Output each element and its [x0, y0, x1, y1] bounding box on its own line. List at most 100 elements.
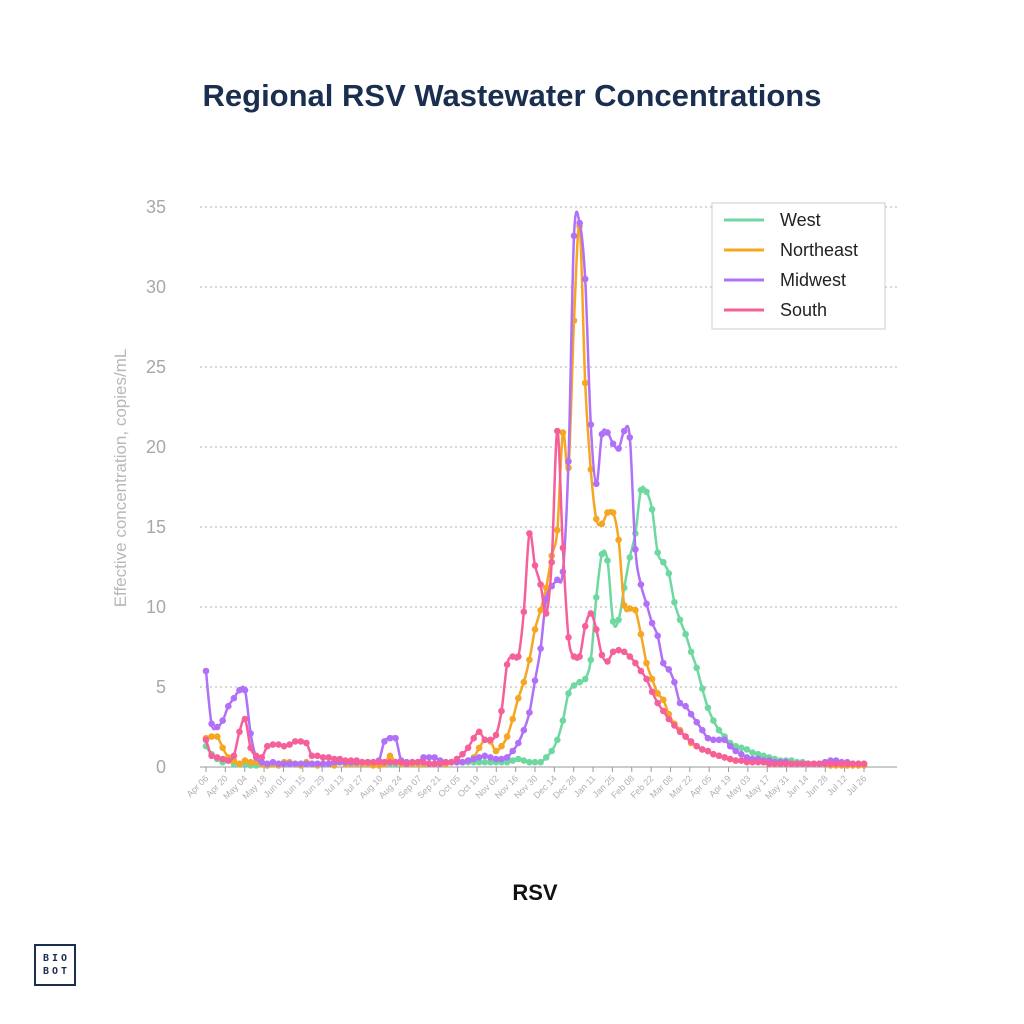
data-point-midwest [732, 747, 739, 755]
data-point-midwest [654, 632, 661, 640]
data-point-south [537, 581, 544, 588]
data-point-midwest [531, 677, 539, 684]
data-point-south [286, 741, 293, 748]
data-point-northeast [626, 605, 634, 612]
data-point-south [749, 758, 756, 766]
data-point-west [732, 742, 739, 750]
data-point-midwest [264, 760, 271, 768]
data-point-south [515, 653, 522, 660]
data-point-midwest [425, 754, 433, 761]
data-point-south [676, 728, 684, 736]
data-point-midwest [598, 430, 606, 438]
data-point-midwest [576, 219, 583, 227]
data-point-northeast [587, 466, 595, 473]
data-point-south [693, 742, 700, 750]
data-point-south [710, 750, 717, 758]
data-point-south [598, 651, 606, 659]
data-point-northeast [542, 584, 550, 592]
data-point-south [754, 758, 762, 766]
y-tick-label: 15 [146, 517, 166, 537]
data-point-midwest [620, 427, 628, 435]
legend-label-midwest: Midwest [780, 270, 846, 290]
data-point-south [331, 755, 338, 763]
logo-line-1: BIO [42, 953, 71, 964]
x-tick-label: Jun 28 [804, 773, 830, 799]
data-point-midwest [208, 720, 215, 728]
data-point-midwest [693, 718, 700, 726]
data-point-northeast [615, 536, 622, 544]
data-point-midwest [710, 736, 717, 744]
data-point-south [303, 739, 310, 747]
data-point-south [771, 760, 779, 768]
data-point-northeast [475, 744, 483, 752]
data-point-midwest [615, 445, 622, 452]
data-point-midwest [581, 275, 589, 283]
data-point-northeast [593, 515, 600, 523]
data-point-midwest [225, 702, 232, 710]
data-point-south [816, 760, 823, 768]
data-point-south [470, 734, 478, 742]
x-tick-label: Jul 13 [322, 773, 346, 797]
data-point-south [860, 760, 868, 768]
data-point-northeast [609, 509, 617, 516]
data-point-northeast [498, 742, 505, 750]
data-point-south [715, 752, 723, 760]
data-point-south [799, 760, 806, 768]
data-point-midwest [314, 760, 321, 768]
data-point-south [381, 758, 388, 766]
data-point-south [793, 760, 801, 768]
data-point-west [738, 744, 745, 752]
series-lines [202, 210, 868, 769]
data-point-south [414, 758, 422, 766]
data-point-west [609, 618, 617, 625]
data-point-west [559, 717, 567, 724]
data-point-midwest [676, 699, 684, 707]
data-point-south [648, 688, 656, 696]
data-point-south [821, 760, 829, 768]
data-point-west [509, 757, 516, 764]
data-point-west [598, 550, 606, 558]
data-point-south [347, 757, 355, 764]
data-point-northeast [208, 733, 215, 740]
data-point-south [308, 752, 316, 760]
data-point-south [202, 736, 210, 744]
legend-label-west: West [780, 210, 821, 230]
data-point-northeast [247, 758, 254, 766]
data-point-west [548, 747, 555, 755]
data-point-west [704, 704, 712, 712]
data-point-west [643, 488, 650, 496]
data-point-midwest [721, 736, 728, 744]
data-point-south [498, 707, 505, 715]
data-point-south [370, 758, 377, 766]
data-point-south [291, 738, 299, 745]
data-point-midwest [269, 758, 277, 766]
data-point-midwest [280, 760, 288, 768]
data-point-south [581, 622, 589, 630]
data-point-midwest [213, 723, 221, 731]
data-point-south [459, 750, 466, 758]
data-point-south [559, 544, 567, 552]
data-point-south [509, 653, 516, 660]
y-axis-label: Effective concentration, copies/mL [111, 349, 130, 608]
data-point-northeast [632, 606, 639, 614]
logo-line-2: BOT [42, 966, 71, 977]
data-point-south [420, 758, 427, 766]
y-tick-label: 25 [146, 357, 166, 377]
data-point-northeast [648, 675, 656, 683]
data-point-northeast [520, 678, 528, 686]
data-point-south [503, 661, 511, 668]
data-point-south [565, 634, 572, 641]
data-point-south [453, 755, 461, 763]
data-point-west [626, 554, 634, 561]
data-point-south [269, 741, 277, 748]
data-point-midwest [286, 760, 293, 768]
data-point-south [397, 758, 405, 766]
data-point-northeast [554, 526, 561, 534]
data-point-west [654, 549, 661, 556]
data-point-south [241, 715, 249, 723]
y-tick-label: 0 [156, 757, 166, 777]
data-point-west [749, 749, 756, 756]
data-point-midwest [297, 760, 305, 768]
